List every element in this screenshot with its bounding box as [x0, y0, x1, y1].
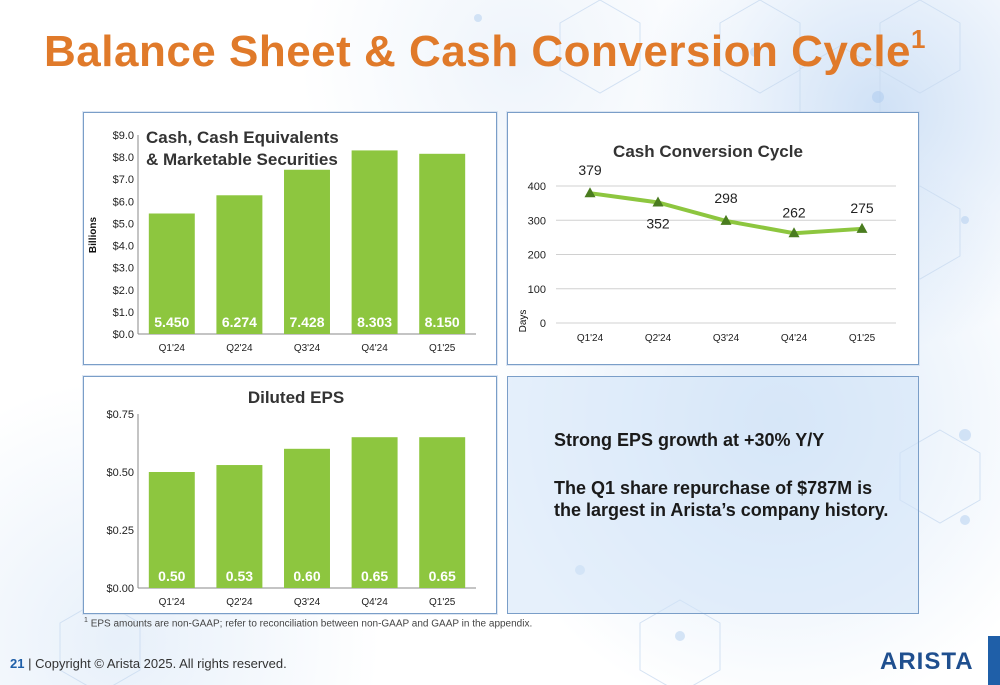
bar	[284, 169, 330, 334]
y-tick-label: $5.0	[113, 218, 134, 230]
x-tick-label: Q4'24	[781, 333, 808, 344]
bar-value-label: 0.60	[293, 568, 320, 584]
highlights-panel: Strong EPS growth at +30% Y/Y The Q1 sha…	[507, 376, 919, 614]
cash-chart: $0.0 $1.0 $2.0 $3.0 $4.0 $5.0 $6.0 $7.0 $8.0 $9.0…	[88, 128, 476, 354]
bar	[419, 437, 466, 588]
x-tick-label: Q1'24	[159, 343, 186, 354]
x-tick-label: Q3'24	[713, 333, 740, 344]
data-label: 379	[578, 162, 602, 178]
footer: 21 | Copyright © Arista 2025. All rights…	[10, 656, 287, 671]
bar	[148, 213, 195, 334]
data-label: 352	[646, 215, 670, 231]
page-title: Balance Sheet & Cash Conversion Cycle1	[44, 24, 926, 76]
data-point-marker	[856, 222, 868, 233]
bar	[351, 150, 398, 334]
y-tick-label: 200	[528, 250, 546, 262]
y-tick-label: $0.75	[106, 409, 134, 421]
bar-value-label: 8.303	[357, 314, 392, 330]
x-tick-label: Q4'24	[361, 597, 388, 608]
y-tick-label: 400	[528, 181, 546, 193]
bar-value-label: 8.150	[425, 314, 460, 330]
copyright: Copyright © Arista 2025. All rights rese…	[35, 656, 287, 671]
page-number: 21	[10, 656, 25, 671]
y-tick-label: $0.00	[106, 583, 134, 595]
data-label: 298	[714, 190, 738, 206]
bar-value-label: 7.428	[289, 314, 324, 330]
bar	[351, 437, 398, 588]
bar	[216, 195, 263, 334]
y-tick-label: $3.0	[113, 263, 134, 275]
bar	[284, 448, 330, 588]
x-tick-label: Q1'25	[429, 343, 456, 354]
accent-bar	[988, 636, 1000, 685]
chart-title: Cash Conversion Cycle	[613, 142, 803, 161]
eps-chart-panel: $0.00 $0.25 $0.50 $0.75 0.50 Q1'24 0.53 Q2'24 0.…	[83, 376, 497, 614]
bar-value-label: 5.450	[154, 314, 189, 330]
y-tick-label: $0.50	[106, 467, 134, 479]
footer-separator: |	[28, 656, 32, 671]
ccc-chart-panel: Cash Conversion Cycle 0 100 200 300 400 Days 37…	[507, 112, 919, 365]
y-tick-label: $2.0	[113, 285, 134, 297]
y-tick-label: $7.0	[113, 174, 134, 186]
bar-value-label: 0.65	[361, 568, 388, 584]
x-tick-label: Q1'24	[159, 597, 186, 608]
x-tick-label: Q1'25	[429, 597, 456, 608]
chart-title: Cash, Cash Equivalents	[146, 128, 339, 147]
y-tick-label: $0.25	[106, 525, 134, 537]
x-tick-label: Q2'24	[226, 597, 253, 608]
bar	[419, 153, 466, 334]
repurchase-text: The Q1 share repurchase of $787M is the …	[554, 478, 889, 520]
bar-value-label: 0.65	[429, 568, 456, 584]
data-point-marker	[720, 214, 732, 225]
y-tick-label: 300	[528, 215, 546, 227]
bar-value-label: 0.50	[158, 568, 185, 584]
y-axis-label: Days	[518, 310, 529, 333]
x-tick-label: Q3'24	[294, 597, 321, 608]
y-tick-label: $4.0	[113, 241, 134, 253]
y-axis-label: Billions	[88, 217, 99, 254]
footnote: 1 EPS amounts are non-GAAP; refer to rec…	[84, 617, 533, 630]
chart-title: & Marketable Securities	[146, 150, 338, 169]
y-tick-label: 100	[528, 284, 546, 296]
x-tick-label: Q1'24	[577, 333, 604, 344]
cash-chart-panel: $0.0 $1.0 $2.0 $3.0 $4.0 $5.0 $6.0 $7.0 $8.0 $9.0…	[83, 112, 497, 365]
eps-growth-text: Strong EPS growth at +30% Y/Y	[554, 430, 825, 450]
x-tick-label: Q3'24	[294, 343, 321, 354]
y-tick-label: $6.0	[113, 196, 134, 208]
data-point-marker	[652, 196, 664, 207]
y-tick-label: $0.0	[113, 329, 134, 341]
y-tick-label: $9.0	[113, 130, 134, 142]
x-tick-label: Q2'24	[645, 333, 672, 344]
y-tick-label: 0	[540, 318, 546, 330]
data-label: 262	[782, 204, 806, 220]
x-tick-label: Q2'24	[226, 343, 253, 354]
data-point-marker	[584, 187, 596, 198]
y-tick-label: $8.0	[113, 152, 134, 164]
bar-value-label: 6.274	[222, 314, 257, 330]
x-tick-label: Q4'24	[361, 343, 388, 354]
arista-logo: ARISTA	[880, 648, 974, 675]
y-tick-label: $1.0	[113, 307, 134, 319]
data-label: 275	[850, 200, 874, 216]
x-tick-label: Q1'25	[849, 333, 876, 344]
bar-value-label: 0.53	[226, 568, 253, 584]
bar	[148, 472, 195, 588]
ccc-chart: Cash Conversion Cycle 0 100 200 300 400 Days 37…	[518, 142, 896, 344]
chart-title: Diluted EPS	[248, 388, 344, 407]
eps-chart: $0.00 $0.25 $0.50 $0.75 0.50 Q1'24 0.53 Q2'24 0.…	[106, 388, 476, 608]
bar	[216, 465, 263, 588]
data-point-marker	[788, 227, 800, 238]
